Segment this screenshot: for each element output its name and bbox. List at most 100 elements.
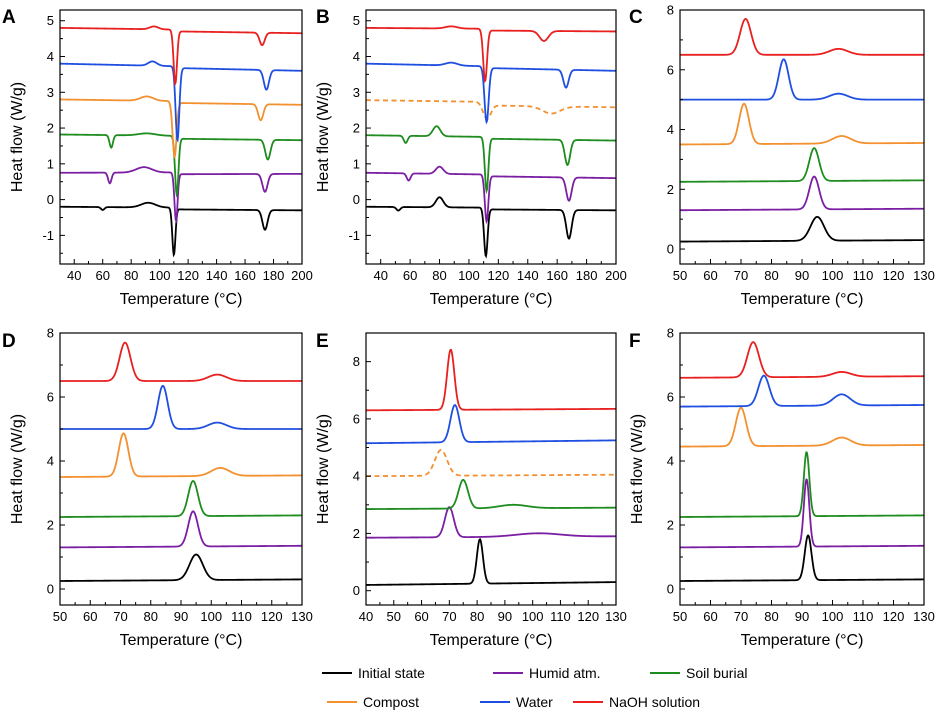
series-naoh-solution [680,18,924,56]
panel-letter: F [629,331,641,352]
series-compost [680,406,924,448]
x-tick-label: 50 [53,609,67,624]
panel-letter: A [2,7,16,28]
panel-letter: D [2,331,16,352]
x-tick-label: 70 [442,609,456,624]
y-tick-label: 4 [667,122,674,137]
x-tick-label: 60 [414,609,428,624]
y-axis-label: Heat flow (W/g) [9,82,26,192]
x-axis-label: Temperature (°C) [430,291,553,308]
y-tick-label: 2 [47,518,54,533]
x-tick-label: 200 [291,268,313,283]
curves [60,341,302,582]
series-water [366,61,616,125]
series-naoh-solution [60,25,302,87]
curves [366,25,616,259]
x-tick-label: 90 [498,609,512,624]
x-axis-label: Temperature (°C) [120,632,243,649]
x-tick-label: 80 [470,609,484,624]
series-soil-burial [680,147,924,183]
curves [680,341,924,582]
series-humid-atm [60,166,302,224]
y-tick-label: 0 [353,192,360,207]
series-soil-burial [366,479,616,510]
y-tick-label: -1 [42,228,54,243]
legend-item: Humid atm. [493,665,601,681]
series-water [60,384,302,430]
x-tick-label: 160 [234,268,256,283]
x-tick-label: 60 [83,609,97,624]
series-water [680,58,924,101]
y-tick-label: 0 [47,192,54,207]
x-tick-label: 110 [550,609,571,624]
x-tick-label: 60 [95,268,109,283]
panel-letter: B [316,7,330,28]
y-tick-label: 6 [47,390,54,405]
y-tick-label: 4 [353,49,360,64]
y-tick-label: 4 [353,469,360,484]
y-tick-label: 6 [353,411,360,426]
plot-frame [365,9,617,265]
series-initial-state [60,553,302,582]
series-naoh-solution [680,341,924,379]
panel-c: 50 60 70 80 90 100 110 120 130 0 2 4 6 8 Temperature (… [629,3,935,309]
y-tick-label: 0 [667,242,674,257]
series-water [680,374,924,408]
x-tick-label: 40 [373,268,387,283]
y-tick-label: 8 [667,3,674,18]
series-compost [60,95,302,160]
y-tick-label: 5 [353,13,360,28]
x-axis-label: Temperature (°C) [741,291,864,308]
y-tick-label: 1 [353,156,360,171]
x-tick-label: 90 [795,609,809,624]
x-tick-label: 120 [261,609,283,624]
y-tick-label: 8 [667,326,674,341]
panel-a: 40 60 80 100 120 140 160 180 200 -1 0 1 2 3 4 5 Temperat… [2,7,313,308]
series-water [60,60,302,143]
x-tick-label: 120 [883,268,905,283]
series-soil-burial [680,451,924,518]
plot-frame [59,332,303,606]
series-initial-state [60,201,302,258]
panel-letter: E [316,331,329,352]
x-tick-label: 140 [206,268,228,283]
y-tick-label: 4 [667,454,674,469]
x-tick-label: 180 [576,268,598,283]
x-tick-label: 180 [263,268,285,283]
x-tick-label: 130 [913,609,935,624]
panel-b: 40 60 80 100 120 140 160 180 200 -1 0 1 2 3 4 5 Temperat… [315,7,627,308]
series-initial-state [366,538,616,586]
series-naoh-solution [366,25,616,84]
y-tick-label: 6 [667,390,674,405]
series-humid-atm [366,506,616,539]
y-tick-label: 6 [667,62,674,77]
series-initial-state [680,534,924,582]
x-tick-label: 110 [853,268,874,283]
x-tick-label: 120 [488,268,510,283]
series-soil-burial [60,479,302,518]
curves [680,18,924,243]
series-humid-atm [366,165,616,225]
x-tick-label: 100 [149,268,171,283]
panel-f: 50 60 70 80 90 100 110 120 130 0 2 4 6 8 Temperature (… [629,326,935,650]
series-humid-atm [680,478,924,549]
legend: Initial state Humid atm. Soil burial Compos… [322,665,747,710]
y-tick-label: 0 [353,583,360,598]
x-tick-label: 130 [913,268,935,283]
y-axis-label: Heat flow (W/g) [9,414,26,524]
x-tick-label: 60 [403,268,417,283]
x-axis-label: Temperature (°C) [120,291,243,308]
x-tick-label: 110 [853,609,874,624]
y-tick-label: 0 [47,582,54,597]
curves [366,348,616,586]
legend-label: Compost [363,694,419,710]
y-tick-label: 2 [667,518,674,533]
x-tick-label: 160 [546,268,568,283]
x-tick-label: 90 [795,268,809,283]
y-tick-label: 3 [353,85,360,100]
y-axis-label: Heat flow (W/g) [315,414,332,524]
x-tick-label: 80 [432,268,446,283]
y-tick-label: 2 [667,182,674,197]
y-tick-label: 8 [47,326,54,341]
series-soil-burial [366,125,616,195]
